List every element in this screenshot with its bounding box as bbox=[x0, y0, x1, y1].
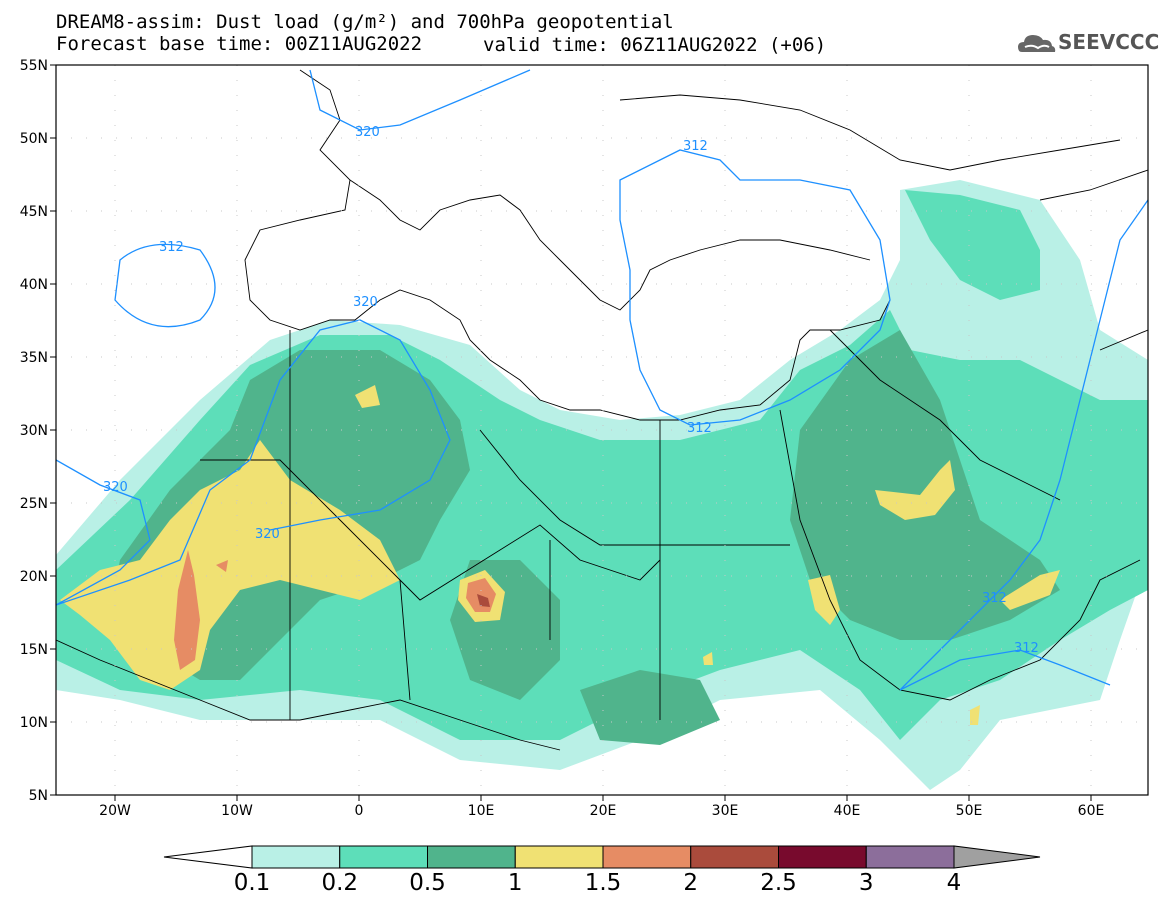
colorbar-label: 1.5 bbox=[584, 870, 622, 896]
longitude-labels: 20W 10W 0 10E 20E 30E 40E 50E 60E bbox=[99, 795, 1104, 819]
geopotential-contours bbox=[56, 69, 1148, 691]
lat-label: 55N bbox=[20, 58, 48, 74]
forecast-base-time: Forecast base time: 00Z11AUG2022 bbox=[56, 33, 423, 55]
lon-label: 50E bbox=[956, 803, 983, 819]
contour-labels: 320 312 312 320 320 320 312 312 312 bbox=[103, 125, 1039, 656]
colorbar bbox=[163, 845, 1041, 869]
colorbar-swatch bbox=[778, 845, 867, 869]
contour-label: 312 bbox=[1014, 641, 1039, 656]
dust-level-1.5 bbox=[174, 550, 200, 670]
colorbar-high-arrow bbox=[953, 845, 1041, 869]
colorbar-label: 2.5 bbox=[760, 870, 797, 896]
lat-label: 40N bbox=[20, 277, 48, 293]
colorbar-label: 2 bbox=[683, 870, 699, 896]
contour-label: 320 bbox=[353, 295, 378, 310]
colorbar-label: 1 bbox=[507, 870, 523, 896]
lat-label: 15N bbox=[20, 642, 48, 658]
lon-label: 20E bbox=[590, 803, 617, 819]
lon-label: 30E bbox=[712, 803, 739, 819]
lon-label: 20W bbox=[99, 803, 131, 819]
colorbar-swatch bbox=[602, 845, 692, 869]
contour-label: 320 bbox=[255, 527, 280, 542]
lat-label: 10N bbox=[20, 715, 48, 731]
dust-level-1.5c bbox=[216, 560, 228, 572]
colorbar-swatch bbox=[427, 845, 516, 869]
dust-level-0.5b bbox=[790, 330, 1060, 640]
colorbar-label: 3 bbox=[858, 870, 874, 896]
colorbar-swatch bbox=[251, 845, 341, 869]
colorbar-label: 0.5 bbox=[409, 870, 446, 896]
colorbar-swatch bbox=[514, 845, 604, 869]
dust-level-1h bbox=[703, 652, 713, 665]
colorbar-swatch bbox=[690, 845, 779, 869]
contour-label: 320 bbox=[103, 480, 128, 495]
map-title: DREAM8-assim: Dust load (g/m²) and 700hP… bbox=[56, 11, 674, 33]
contour-label: 312 bbox=[159, 240, 184, 255]
colorbar-swatch bbox=[339, 845, 428, 869]
contour-label: 312 bbox=[982, 591, 1007, 606]
dust-level-0.2b bbox=[905, 190, 1040, 300]
valid-time: valid time: 06Z11AUG2022 (+06) bbox=[483, 34, 827, 56]
colorbar-low-arrow bbox=[163, 845, 253, 869]
lat-label: 50N bbox=[20, 131, 48, 147]
colorbar-label: 0.2 bbox=[321, 870, 359, 896]
dust-level-1f bbox=[1000, 570, 1060, 610]
lon-label: 40E bbox=[834, 803, 861, 819]
dust-level-2 bbox=[477, 594, 490, 607]
colorbar-label: 4 bbox=[946, 870, 962, 896]
lon-label: 0 bbox=[355, 803, 364, 819]
dust-level-1g bbox=[970, 705, 980, 725]
lon-label: 60E bbox=[1078, 803, 1105, 819]
lat-label: 35N bbox=[20, 350, 48, 366]
lat-label: 30N bbox=[20, 423, 48, 439]
dust-field bbox=[56, 180, 1148, 790]
coastlines bbox=[56, 69, 1148, 751]
lon-label: 10W bbox=[221, 803, 253, 819]
lat-label: 25N bbox=[20, 496, 48, 512]
contour-label: 320 bbox=[355, 125, 380, 140]
lat-label: 20N bbox=[20, 569, 48, 585]
lat-label: 45N bbox=[20, 204, 48, 220]
colorbar-swatch bbox=[865, 845, 955, 869]
latitude-labels: 55N 50N 45N 40N 35N 30N 25N 20N 15N 10N 5N bbox=[20, 58, 56, 804]
cloud-logo-icon bbox=[1018, 35, 1056, 52]
contour-label: 312 bbox=[683, 139, 708, 154]
dust-level-1e bbox=[808, 575, 840, 625]
dust-level-1 bbox=[60, 440, 400, 690]
lon-label: 10E bbox=[468, 803, 495, 819]
colorbar-label: 0.1 bbox=[233, 870, 271, 896]
contour-label: 312 bbox=[687, 421, 712, 436]
dust-level-0.5d bbox=[580, 670, 720, 745]
dust-level-1d bbox=[875, 460, 955, 520]
lat-label: 5N bbox=[29, 788, 48, 804]
seevccc-logo: SEEVCCC bbox=[1058, 30, 1160, 54]
dust-level-1b bbox=[355, 385, 380, 408]
